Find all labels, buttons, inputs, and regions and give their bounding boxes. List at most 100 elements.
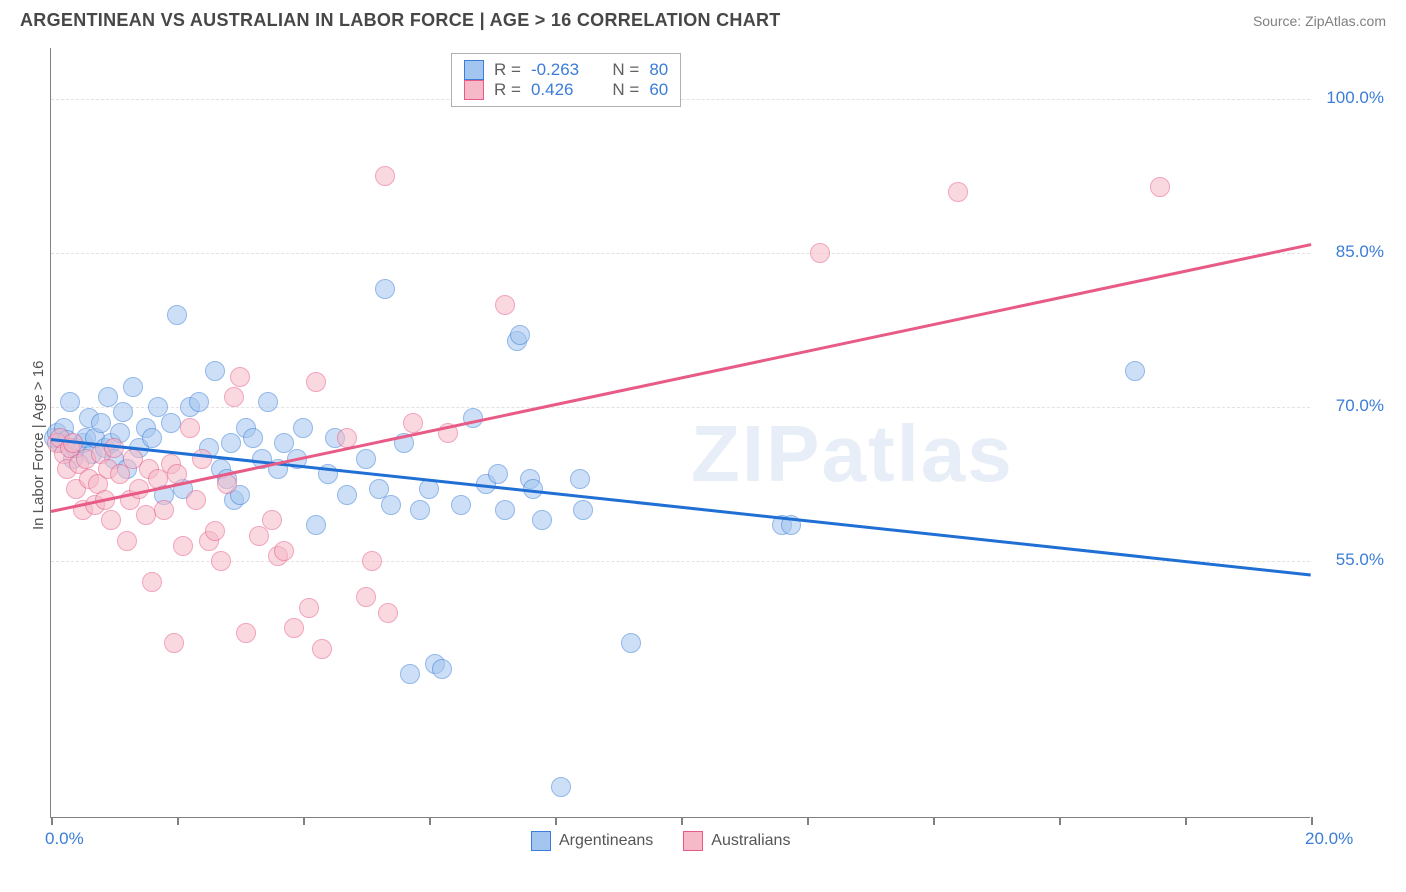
data-point xyxy=(403,413,423,433)
data-point xyxy=(1150,177,1170,197)
y-axis-label: In Labor Force | Age > 16 xyxy=(30,361,47,530)
x-tick-label: 0.0% xyxy=(45,829,84,849)
data-point xyxy=(451,495,471,515)
data-point xyxy=(488,464,508,484)
data-point xyxy=(375,279,395,299)
stats-legend: R = -0.263 N = 80R = 0.426 N = 60 xyxy=(451,53,681,107)
data-point xyxy=(236,623,256,643)
data-point xyxy=(189,392,209,412)
legend-label: Argentineans xyxy=(559,832,653,850)
legend-swatch xyxy=(531,831,551,851)
data-point xyxy=(161,413,181,433)
x-tick-label: 20.0% xyxy=(1305,829,1353,849)
legend-item: Australians xyxy=(683,831,790,851)
data-point xyxy=(217,474,237,494)
x-tick xyxy=(177,817,179,825)
data-point xyxy=(400,664,420,684)
data-point xyxy=(117,531,137,551)
data-point xyxy=(224,387,244,407)
x-tick xyxy=(933,817,935,825)
data-point xyxy=(142,572,162,592)
data-point xyxy=(180,418,200,438)
source-attribution: Source: ZipAtlas.com xyxy=(1253,13,1386,29)
data-point xyxy=(312,639,332,659)
bottom-legend: Argentineans Australians xyxy=(531,831,790,851)
x-tick xyxy=(429,817,431,825)
y-tick-label: 70.0% xyxy=(1336,396,1384,416)
data-point xyxy=(362,551,382,571)
x-tick xyxy=(807,817,809,825)
legend-label: Australians xyxy=(711,832,790,850)
data-point xyxy=(410,500,430,520)
legend-swatch xyxy=(683,831,703,851)
stat-n-label: N = xyxy=(603,80,639,100)
data-point xyxy=(375,166,395,186)
data-point xyxy=(258,392,278,412)
data-point xyxy=(356,587,376,607)
stat-r-value: 0.426 xyxy=(531,80,593,100)
data-point xyxy=(91,413,111,433)
data-point xyxy=(356,449,376,469)
stat-r-label: R = xyxy=(494,60,521,80)
data-point xyxy=(113,402,133,422)
data-point xyxy=(293,418,313,438)
y-tick-label: 55.0% xyxy=(1336,550,1384,570)
data-point xyxy=(532,510,552,530)
data-point xyxy=(306,372,326,392)
data-point xyxy=(551,777,571,797)
data-point xyxy=(142,428,162,448)
data-point xyxy=(299,598,319,618)
data-point xyxy=(381,495,401,515)
data-point xyxy=(101,510,121,530)
data-point xyxy=(60,392,80,412)
data-point xyxy=(173,536,193,556)
stat-r-value: -0.263 xyxy=(531,60,593,80)
legend-item: Argentineans xyxy=(531,831,653,851)
data-point xyxy=(211,551,231,571)
data-point xyxy=(221,433,241,453)
data-point xyxy=(284,618,304,638)
data-point xyxy=(274,541,294,561)
legend-swatch xyxy=(464,60,484,80)
data-point xyxy=(164,633,184,653)
x-tick xyxy=(1059,817,1061,825)
data-point xyxy=(192,449,212,469)
data-point xyxy=(495,295,515,315)
data-point xyxy=(337,485,357,505)
data-point xyxy=(98,387,118,407)
stat-n-value: 60 xyxy=(649,80,668,100)
data-point xyxy=(104,438,124,458)
data-point xyxy=(621,633,641,653)
data-point xyxy=(205,361,225,381)
x-tick xyxy=(1311,817,1313,825)
legend-swatch xyxy=(464,80,484,100)
gridline xyxy=(51,561,1310,562)
data-point xyxy=(810,243,830,263)
x-tick xyxy=(555,817,557,825)
data-point xyxy=(136,505,156,525)
chart-title: ARGENTINEAN VS AUSTRALIAN IN LABOR FORCE… xyxy=(20,10,781,31)
x-tick xyxy=(51,817,53,825)
stat-n-value: 80 xyxy=(649,60,668,80)
stat-n-label: N = xyxy=(603,60,639,80)
data-point xyxy=(510,325,530,345)
data-point xyxy=(432,659,452,679)
gridline xyxy=(51,253,1310,254)
data-point xyxy=(167,305,187,325)
watermark: ZIPatlas xyxy=(691,408,1014,500)
data-point xyxy=(243,428,263,448)
gridline xyxy=(51,407,1310,408)
x-tick xyxy=(681,817,683,825)
data-point xyxy=(495,500,515,520)
data-point xyxy=(262,510,282,530)
scatter-chart: ZIPatlas 55.0%70.0%85.0%100.0%0.0%20.0%R… xyxy=(50,48,1310,818)
y-tick-label: 100.0% xyxy=(1326,88,1384,108)
stats-row: R = -0.263 N = 80 xyxy=(464,60,668,80)
x-tick xyxy=(1185,817,1187,825)
data-point xyxy=(154,500,174,520)
data-point xyxy=(570,469,590,489)
stats-row: R = 0.426 N = 60 xyxy=(464,80,668,100)
data-point xyxy=(378,603,398,623)
data-point xyxy=(205,521,225,541)
data-point xyxy=(1125,361,1145,381)
